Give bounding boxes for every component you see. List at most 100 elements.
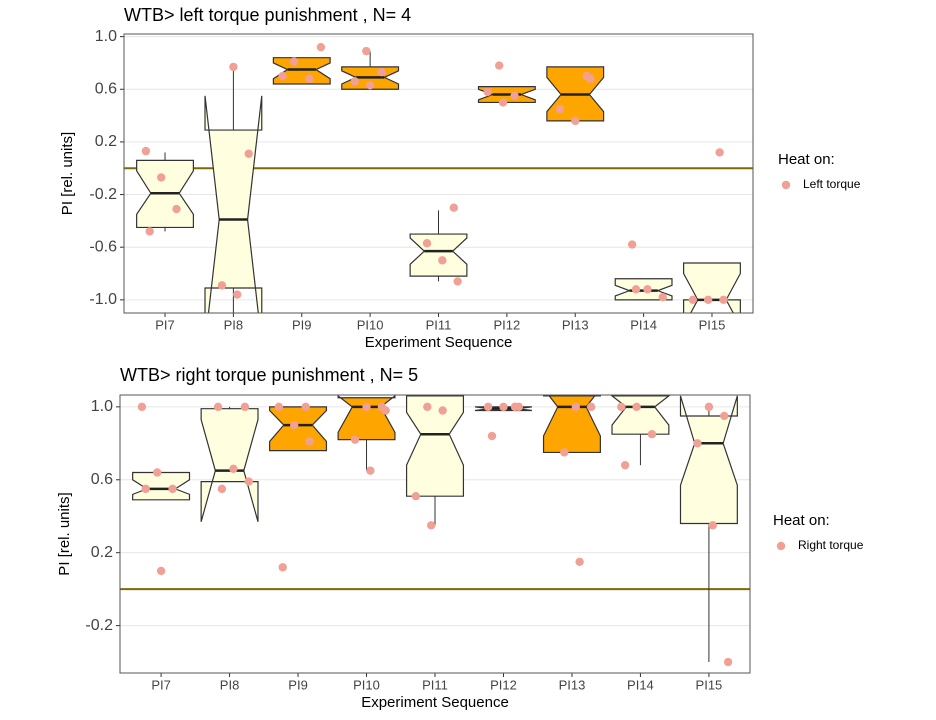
box — [405, 395, 465, 497]
y-axis-title: PI [rel. units] — [56, 492, 73, 575]
box — [679, 395, 738, 525]
x-tick-label: PI11 — [426, 317, 452, 332]
point — [555, 104, 565, 114]
point — [510, 91, 519, 101]
y-axis-title: PI [rel. units] — [59, 132, 76, 215]
x-tick-label: PI10 — [353, 677, 380, 692]
point — [350, 77, 360, 86]
point — [301, 402, 310, 412]
point — [290, 420, 299, 430]
point — [423, 402, 432, 412]
legend-label: Left torque — [803, 177, 861, 191]
point — [411, 491, 421, 501]
point — [453, 277, 462, 286]
point — [438, 256, 447, 265]
point — [498, 98, 508, 107]
point — [316, 42, 326, 52]
point — [145, 227, 154, 236]
y-tick-label: 1.0 — [91, 398, 113, 415]
box — [683, 262, 741, 313]
y-tick-label: 0.6 — [95, 80, 117, 97]
point — [720, 411, 729, 421]
point — [647, 429, 657, 439]
box — [272, 57, 331, 85]
box — [200, 408, 259, 522]
point — [168, 484, 177, 494]
panel-border — [119, 394, 751, 674]
x-tick-label: PI13 — [562, 317, 589, 332]
point — [703, 295, 713, 305]
point — [627, 240, 637, 249]
point — [153, 468, 162, 477]
x-tick-label: PI11 — [422, 677, 448, 692]
plot — [120, 395, 750, 667]
point — [643, 285, 652, 294]
point — [719, 295, 728, 305]
chart-title: WTB> right torque punishment , N= 5 — [120, 365, 418, 385]
plot — [124, 42, 753, 313]
y-tick-label: -0.2 — [85, 617, 113, 634]
x-tick-label: PI12 — [490, 677, 517, 692]
chart: WTB> left torque punishment , N= 4 -1.0 -0… — [59, 5, 861, 351]
x-tick-label: PI14 — [630, 317, 657, 332]
point — [704, 402, 714, 412]
point — [244, 149, 253, 158]
point — [217, 281, 227, 290]
point — [483, 402, 493, 412]
box — [132, 471, 191, 501]
y-tick-label: 0.2 — [95, 133, 117, 150]
point — [658, 293, 667, 302]
point — [305, 74, 314, 83]
point — [571, 402, 580, 412]
x-axis-title: Experiment Sequence — [361, 694, 509, 711]
point — [586, 74, 595, 83]
point — [240, 402, 250, 412]
chart-title: WTB> left torque punishment , N= 4 — [124, 5, 411, 25]
point — [381, 406, 390, 415]
point — [487, 431, 497, 441]
point — [141, 146, 151, 156]
x-tick-label: PI15 — [699, 317, 726, 332]
point — [449, 203, 459, 212]
y-tick-label: -1.0 — [89, 291, 117, 308]
point — [426, 521, 436, 530]
point — [586, 402, 596, 412]
point — [620, 460, 630, 470]
point — [213, 402, 223, 412]
point — [229, 62, 238, 72]
x-axis-title: Experiment Sequence — [365, 334, 513, 351]
legend-key — [781, 180, 791, 190]
y-tick-label: 0.2 — [91, 544, 113, 561]
x-tick-label: PI12 — [493, 317, 520, 332]
y-tick-label: 0.6 — [91, 471, 113, 488]
box — [337, 395, 396, 441]
chart: WTB> right torque punishment , N= 5 -0.2 0… — [56, 365, 864, 711]
point — [693, 439, 702, 448]
point — [156, 173, 166, 182]
point — [365, 81, 375, 90]
point — [632, 402, 641, 412]
point — [141, 484, 150, 494]
point — [723, 657, 733, 667]
panel-border — [123, 33, 754, 314]
x-tick-label: PI13 — [559, 677, 586, 692]
legend-label: Right torque — [798, 538, 864, 552]
point — [156, 566, 166, 576]
x-tick-label: PI15 — [696, 677, 723, 692]
legend-key — [776, 541, 786, 551]
point — [708, 521, 717, 530]
point — [377, 67, 386, 77]
y-tick-label: 1.0 — [95, 28, 117, 45]
x-tick-label: PI7 — [155, 317, 175, 332]
point — [483, 87, 492, 97]
point — [715, 148, 724, 157]
point — [305, 437, 314, 446]
point — [362, 402, 371, 412]
point — [289, 57, 299, 66]
legend-title: Heat on: — [778, 151, 835, 168]
point — [217, 484, 227, 494]
x-tick-label: PI8 — [224, 317, 244, 332]
point — [233, 290, 242, 299]
point — [274, 402, 284, 412]
